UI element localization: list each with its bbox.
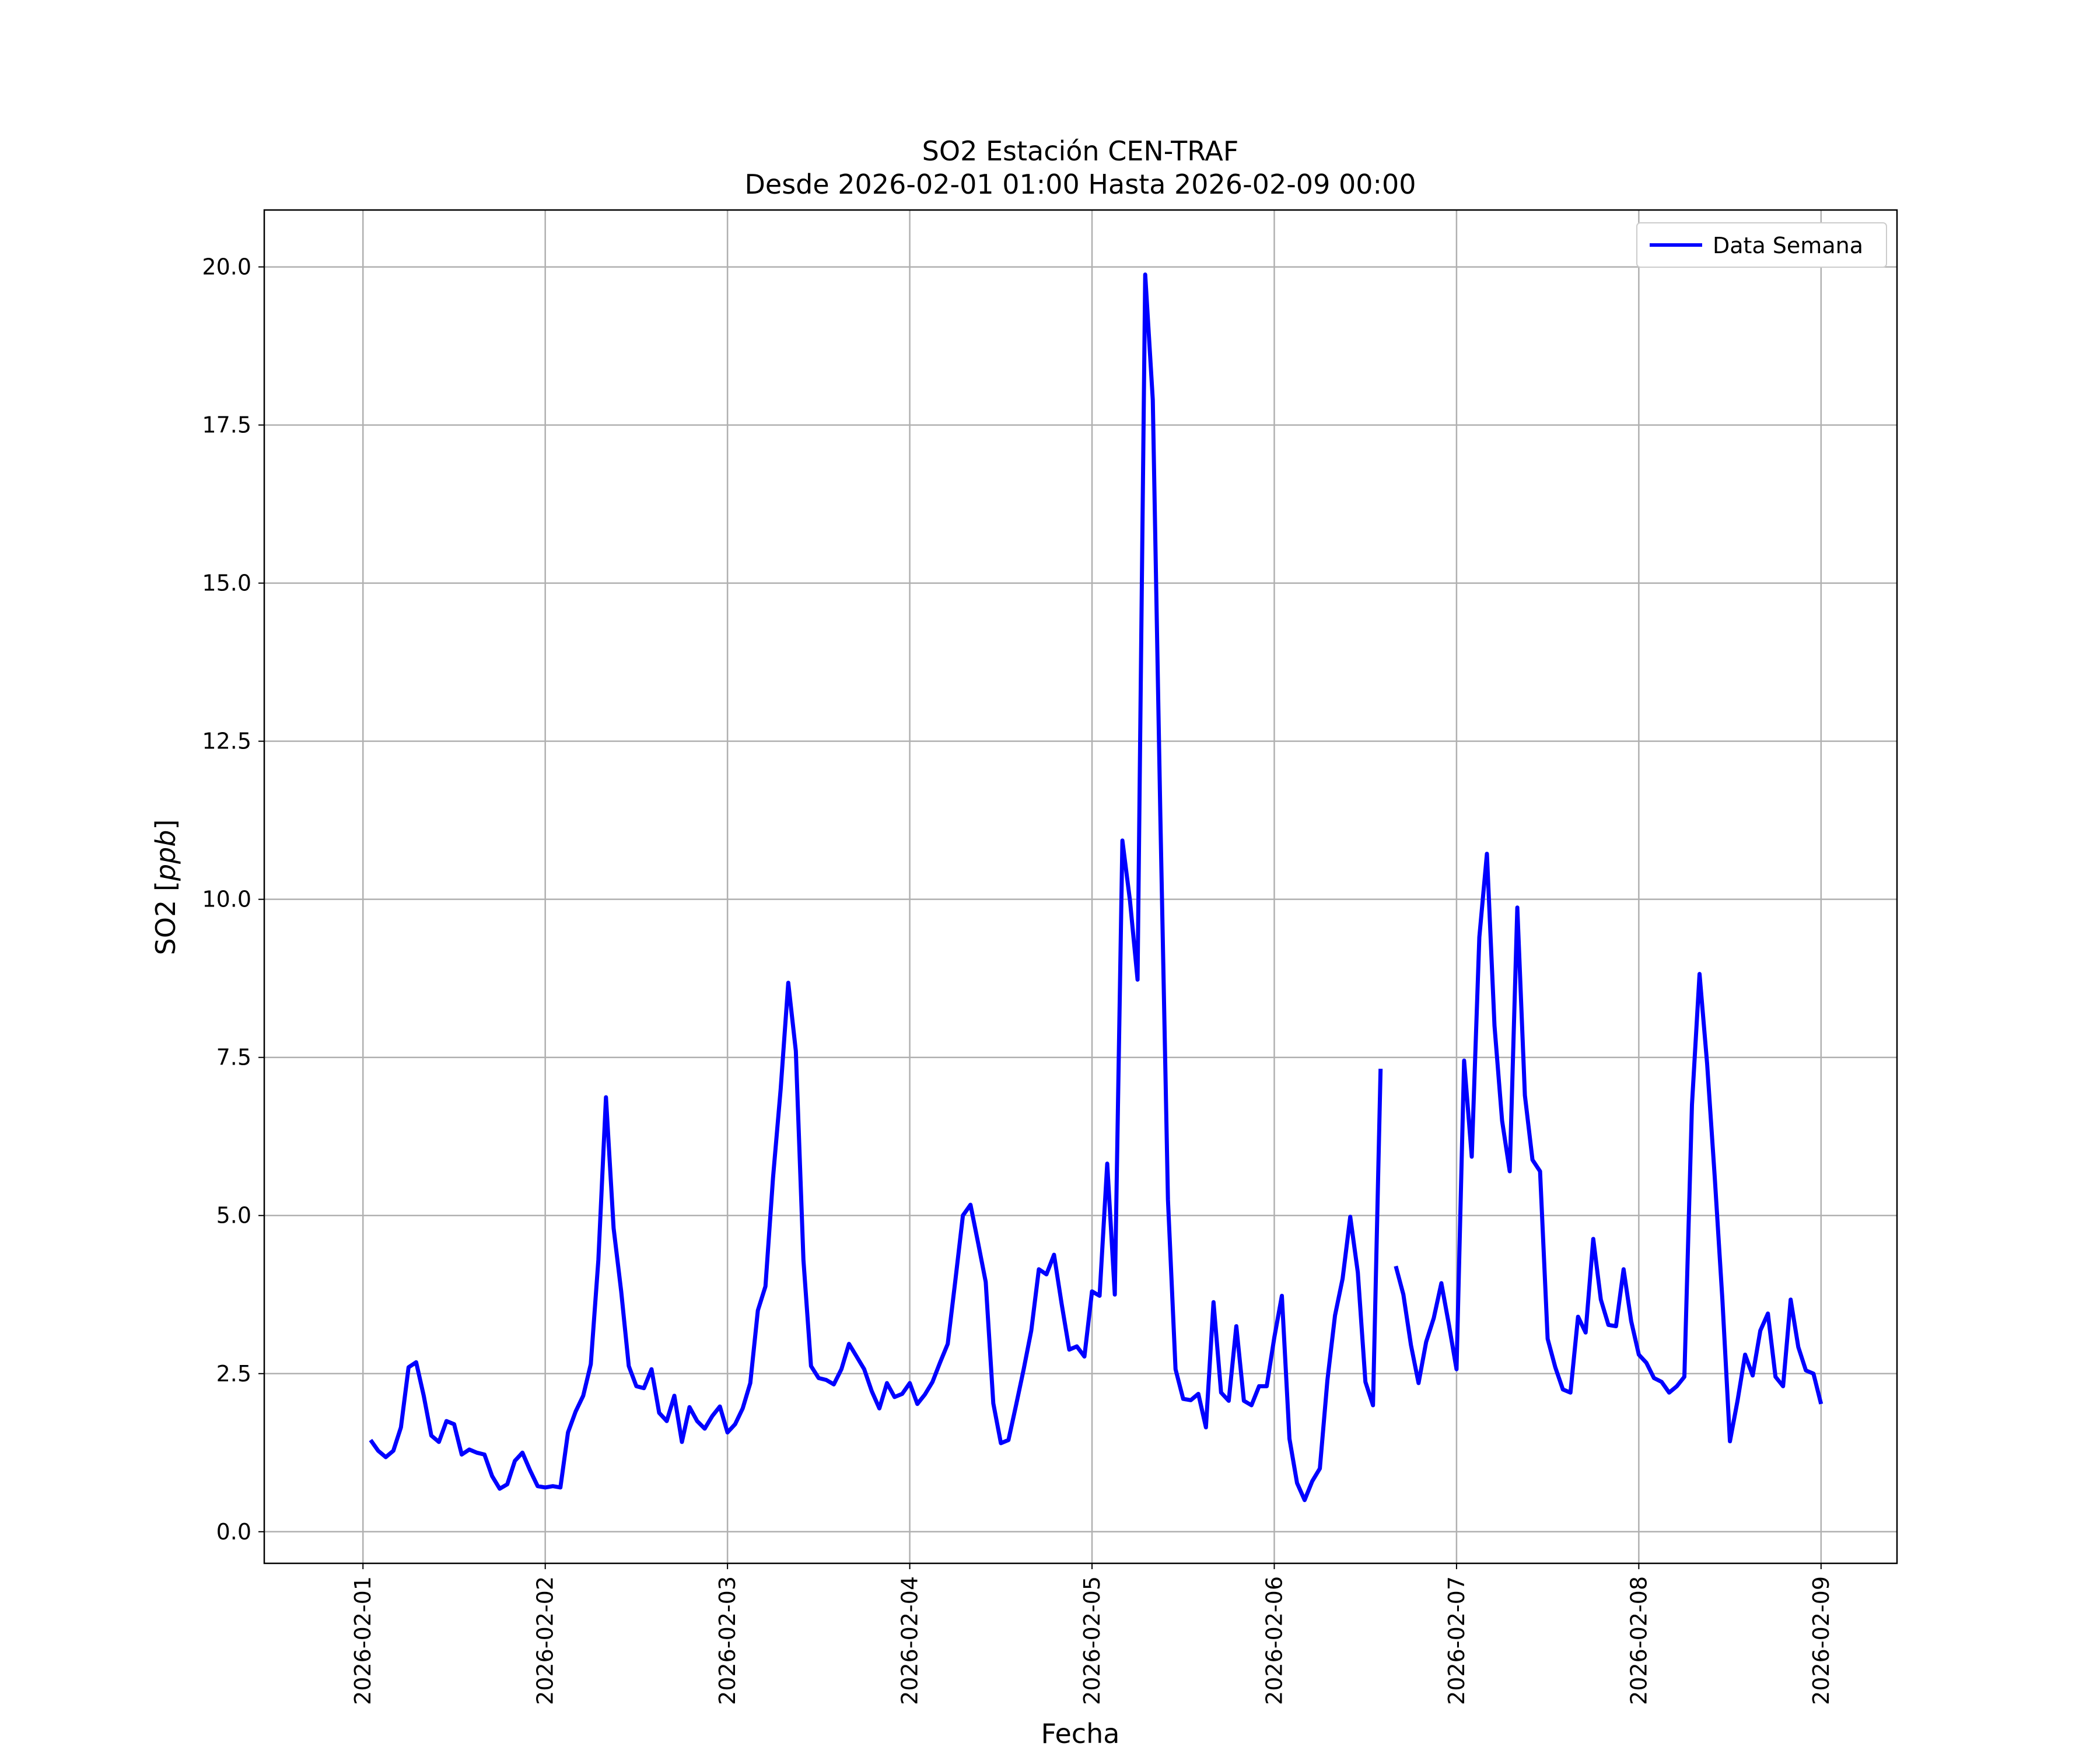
y-tick-label: 2.5 (216, 1361, 251, 1387)
chart-subtitle: Desde 2026-02-01 01:00 Hasta 2026-02-09 … (744, 169, 1416, 200)
legend: Data Semana (1636, 222, 1887, 268)
y-axis-label-unit: ppb (150, 830, 181, 882)
y-tick-label: 20.0 (202, 254, 251, 280)
series-line-data-semana (1394, 852, 1824, 1444)
chart-title: SO2 Estación CEN-TRAF (922, 135, 1239, 167)
y-axis-label-close: ] (150, 820, 181, 830)
y-tick-label: 17.5 (202, 412, 251, 438)
y-tick-label: 0.0 (216, 1519, 251, 1545)
legend-box (1636, 222, 1887, 268)
y-tick-label: 12.5 (202, 729, 251, 754)
x-tick-label: 2026-02-07 (1444, 1576, 1469, 1705)
y-axis-label-text: SO2 [ (150, 881, 181, 955)
y-tick-label: 10.0 (202, 887, 251, 912)
series-line-data-semana (369, 272, 1383, 1503)
grid (264, 210, 1897, 1563)
x-tick-label: 2026-02-05 (1079, 1576, 1105, 1705)
x-axis-label: Fecha (1041, 1718, 1120, 1749)
x-tick-label: 2026-02-06 (1261, 1576, 1287, 1705)
x-tick-label: 2026-02-02 (533, 1576, 558, 1705)
y-axis-label: SO2 [ppb] (150, 820, 181, 956)
y-tick-label: 7.5 (216, 1045, 251, 1070)
x-tick-label: 2026-02-09 (1808, 1576, 1834, 1705)
y-tick-label: 5.0 (216, 1203, 251, 1228)
x-tick-label: 2026-02-03 (715, 1576, 740, 1705)
series-layer (369, 272, 1824, 1503)
legend-label: Data Semana (1713, 233, 1863, 258)
x-tick-label: 2026-02-01 (350, 1576, 376, 1705)
axes: 0.0 2.5 5.0 7.5 10.0 12.5 15.0 17.5 20.0 2026-02-… (202, 209, 1898, 1705)
y-tick-label: 15.0 (202, 570, 251, 596)
plot-frame (263, 209, 1898, 1564)
x-tick-label: 2026-02-04 (897, 1576, 923, 1705)
x-tick-label: 2026-02-08 (1626, 1576, 1651, 1705)
